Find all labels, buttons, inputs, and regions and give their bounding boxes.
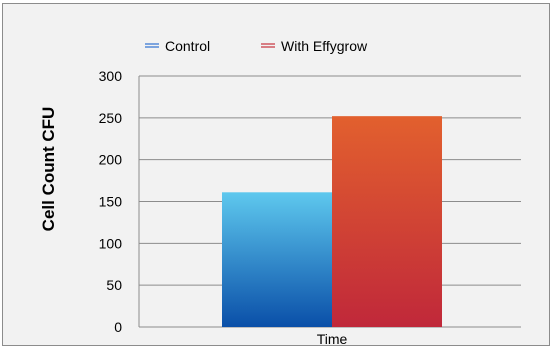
y-tick-label-200: 200 <box>99 152 123 168</box>
bar-control <box>222 192 332 327</box>
y-tick-label-150: 150 <box>99 194 123 210</box>
x-category-label: Time <box>317 331 348 347</box>
y-tick-label-0: 0 <box>114 319 122 335</box>
legend: Control With Effygrow <box>145 38 368 54</box>
y-tick-label-300: 300 <box>99 68 123 84</box>
y-axis-ticks: 0 50 100 150 200 250 300 <box>99 68 123 335</box>
bars <box>222 116 442 327</box>
x-axis-categories: Time <box>317 331 348 347</box>
y-tick-label-250: 250 <box>99 110 123 126</box>
y-tick-label-100: 100 <box>99 235 123 251</box>
legend-label: With Effygrow <box>281 38 368 54</box>
chart-area: 0 50 100 150 200 250 300 Time Control With Effy… <box>2 3 550 347</box>
y-axis-title: Cell Count CFU <box>39 107 58 232</box>
y-tick-label-50: 50 <box>106 277 122 293</box>
bar-with-effygrow <box>332 116 442 327</box>
bar-chart: 0 50 100 150 200 250 300 Time Control With Effy… <box>39 38 521 347</box>
legend-label: Control <box>165 38 210 54</box>
